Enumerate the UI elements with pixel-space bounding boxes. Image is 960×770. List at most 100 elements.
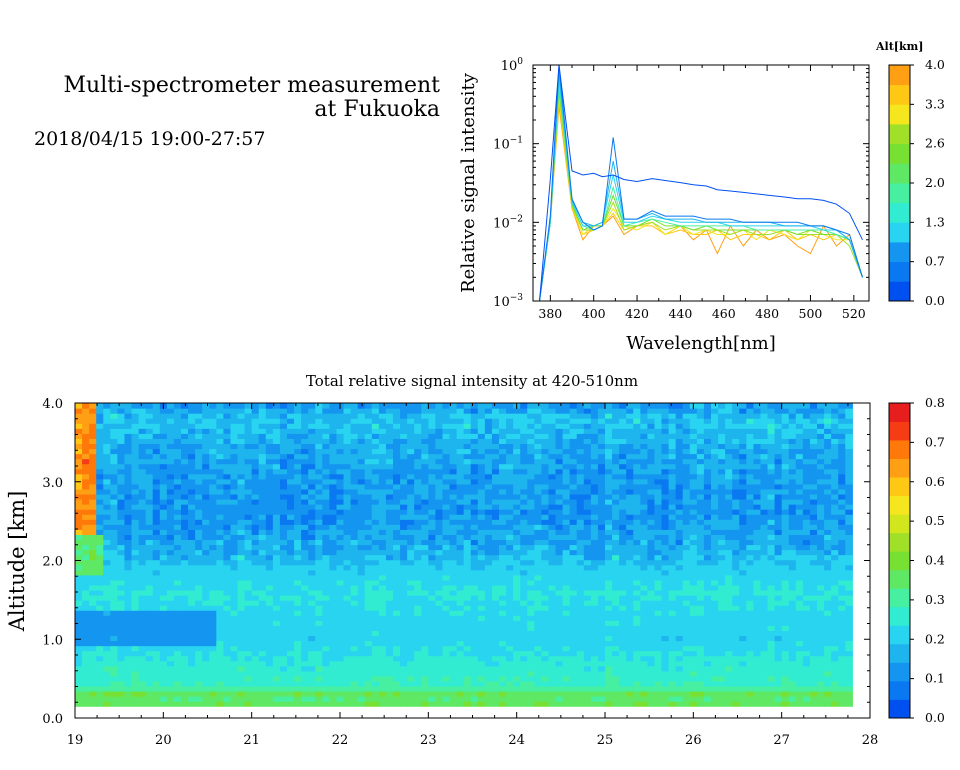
heatmap-cell: [82, 554, 90, 561]
heatmap-cell: [96, 564, 104, 571]
heatmap-cell: [181, 499, 189, 505]
heatmap-cell: [216, 600, 224, 606]
heatmap-cell: [548, 675, 557, 682]
heatmap-cell: [117, 453, 126, 460]
heatmap-cell: [414, 605, 422, 611]
heatmap-cell: [237, 488, 246, 495]
heatmap-cell: [407, 595, 415, 601]
heatmap-cell: [195, 488, 203, 495]
heatmap-cell: [407, 473, 415, 480]
heatmap-cell: [640, 539, 648, 546]
heatmap-cell: [605, 696, 613, 702]
heatmap-cell: [202, 584, 210, 591]
heatmap-cell: [378, 524, 387, 530]
heatmap-cell: [329, 655, 338, 662]
altitude-colorbar-segment: [889, 84, 910, 105]
heatmap-cell: [237, 569, 246, 576]
heatmap-cell: [640, 559, 648, 566]
heatmap-cell: [484, 438, 493, 445]
heatmap-cell: [407, 519, 415, 525]
heatmap-cell: [442, 675, 451, 682]
heatmap-cell: [181, 691, 189, 697]
heatmap-cell: [294, 448, 302, 455]
heatmap-cell: [583, 600, 592, 606]
heatmap-cell: [456, 691, 465, 697]
heatmap-cell: [449, 595, 458, 601]
heatmap-cell: [343, 685, 352, 692]
heatmap-cell: [371, 645, 380, 652]
spectrum-series-line: [539, 96, 863, 301]
heatmap-cell: [138, 428, 147, 434]
heatmap-cell: [477, 701, 486, 707]
heatmap-cell: [520, 418, 528, 424]
heatmap-cell: [470, 660, 479, 667]
heatmap-cell: [569, 544, 578, 551]
heatmap-cell: [569, 408, 578, 414]
heatmap-cell: [569, 650, 578, 657]
heatmap-cell: [428, 504, 436, 510]
date-range: 2018/04/15 19:00-27:57: [34, 128, 266, 150]
heatmap-cell: [75, 595, 83, 601]
heatmap-cell: [166, 463, 175, 470]
heatmap-cell: [640, 645, 648, 652]
heatmap-cell: [449, 458, 458, 465]
heatmap-cell: [294, 549, 302, 556]
heatmap-cell: [357, 463, 366, 470]
heatmap-cell: [385, 463, 394, 470]
heatmap-cell: [597, 584, 606, 591]
heatmap-cell: [195, 408, 203, 414]
heatmap-cell: [357, 650, 366, 657]
heatmap-cell: [188, 691, 196, 697]
heatmap-cell: [371, 488, 380, 495]
heatmap-cell: [626, 620, 634, 626]
heatmap-cell: [442, 524, 451, 530]
heatmap-cell: [315, 655, 323, 662]
heatmap-cell: [421, 499, 429, 505]
heatmap-cell: [491, 600, 500, 606]
heatmap-cell: [159, 579, 168, 586]
heatmap-cell: [202, 549, 210, 556]
heatmap-cell: [251, 418, 260, 424]
heatmap-cell: [287, 549, 295, 556]
heatmap-cell: [152, 625, 161, 631]
heatmap-cell: [230, 640, 239, 647]
heatmap-cell: [138, 524, 147, 530]
heatmap-cell: [223, 675, 232, 682]
heatmap-cell: [350, 428, 359, 434]
heatmap-cell: [619, 696, 627, 702]
heatmap-cell: [569, 483, 578, 490]
heatmap-cell: [216, 423, 224, 429]
heatmap-cell: [534, 635, 542, 642]
heatmap-cell: [470, 458, 479, 465]
heatmap-cell: [421, 524, 429, 530]
heatmap-cell: [188, 595, 196, 601]
heatmap-cell: [449, 534, 458, 541]
heatmap-cell: [463, 579, 472, 586]
heatmap-cell: [110, 579, 118, 586]
heatmap-cell: [173, 574, 182, 581]
altitude-colorbar: Alt[km] 4.03.32.62.01.30.70.0: [875, 40, 945, 308]
heatmap-cell: [209, 453, 217, 460]
heatmap-cell: [89, 701, 97, 707]
heatmap-cell: [216, 685, 224, 692]
heatmap-cell: [484, 468, 493, 475]
heatmap-cell: [89, 493, 97, 500]
heatmap-cell: [583, 635, 592, 642]
heatmap-cell: [378, 630, 387, 637]
heatmap-cell: [477, 610, 486, 616]
heatmap-cell: [265, 574, 274, 581]
heatmap-cell: [117, 529, 126, 535]
heatmap-cell: [555, 448, 564, 455]
heatmap-cell: [569, 473, 578, 480]
heatmap-cell: [414, 625, 422, 631]
heatmap-cell: [145, 670, 154, 677]
heatmap-cell: [456, 610, 465, 616]
heatmap-cell: [237, 438, 246, 445]
heatmap-cell: [506, 453, 514, 460]
heatmap-cell: [202, 443, 210, 450]
heatmap-cell: [463, 701, 472, 707]
heatmap-cell: [202, 670, 210, 677]
heatmap-cell: [640, 564, 648, 571]
heatmap-cell: [597, 428, 606, 434]
heatmap-cell: [322, 539, 330, 546]
